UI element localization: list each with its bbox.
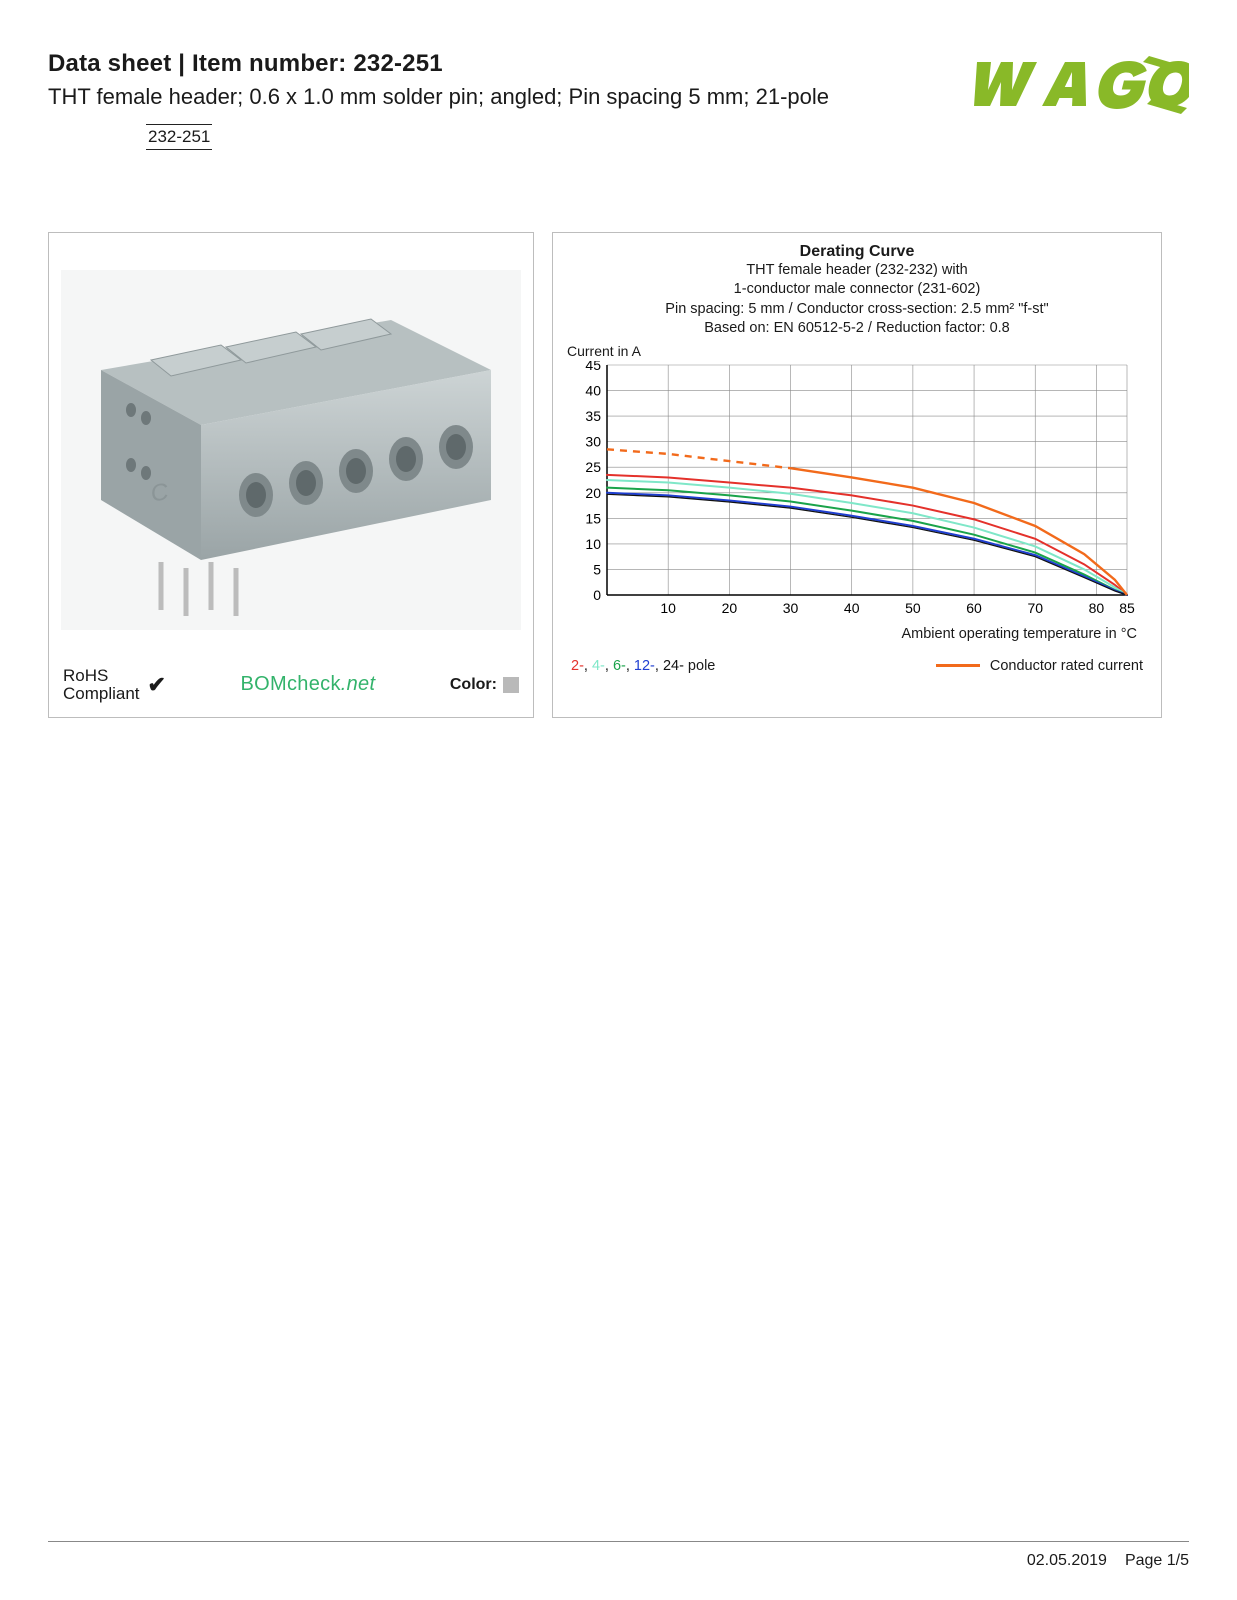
derating-chart-panel: Derating Curve THT female header (232-23…	[552, 232, 1162, 718]
derating-chart: 0 5 10 15 20 25 30 35 40 45 10 20 30 40 50 60 70 80 85	[567, 361, 1137, 619]
header: Data sheet | Item number: 232-251 THT fe…	[48, 50, 1189, 150]
panels-row: C RoHS Compliant ✔ BOMcheck.net Color:	[48, 232, 1189, 718]
header-text-block: Data sheet | Item number: 232-251 THT fe…	[48, 50, 829, 150]
chart-sub2: 1-conductor male connector (231-602)	[567, 280, 1147, 300]
legend-pole-24: 24-	[663, 658, 684, 674]
legend-pole-12: 12-	[634, 658, 655, 674]
svg-text:40: 40	[844, 600, 860, 616]
bomcheck-suffix: .net	[341, 673, 376, 695]
legend-pole-4: 4-	[592, 658, 605, 674]
item-number-pill: 232-251	[146, 124, 212, 150]
check-icon: ✔	[148, 672, 166, 698]
svg-text:10: 10	[660, 600, 676, 616]
y-axis-title: Current in A	[567, 343, 641, 359]
rated-current-line-icon	[936, 664, 980, 667]
svg-text:30: 30	[783, 600, 799, 616]
svg-text:10: 10	[585, 536, 601, 552]
svg-text:40: 40	[585, 382, 601, 398]
chart-sub4: Based on: EN 60512-5-2 / Reduction facto…	[567, 319, 1147, 339]
item-number-value: 232-251	[353, 50, 442, 77]
footer-page: Page 1/5	[1125, 1552, 1189, 1570]
rohs-compliant-badge: RoHS Compliant ✔	[63, 667, 166, 703]
svg-text:80: 80	[1089, 600, 1105, 616]
product-subtitle: THT female header; 0.6 x 1.0 mm solder p…	[48, 82, 829, 112]
product-image: C	[49, 233, 533, 667]
svg-text:20: 20	[722, 600, 738, 616]
page-footer: 02.05.2019 Page 1/5	[1027, 1552, 1189, 1570]
item-number-label: Item number:	[192, 50, 346, 77]
chart-title: Derating Curve	[567, 243, 1147, 261]
color-label-text: Color:	[450, 676, 497, 694]
svg-text:30: 30	[585, 434, 601, 450]
rohs-line1: RoHS	[63, 667, 140, 685]
datasheet-label: Data sheet	[48, 50, 171, 77]
rohs-text: RoHS Compliant	[63, 667, 140, 703]
bomcheck-main: BOMcheck	[241, 673, 341, 695]
title-separator: |	[171, 50, 192, 77]
legend-pole-suffix: pole	[684, 658, 715, 674]
chart-sub1: THT female header (232-232) with	[567, 261, 1147, 281]
svg-text:20: 20	[585, 485, 601, 501]
product-image-panel: C RoHS Compliant ✔ BOMcheck.net Color:	[48, 232, 534, 718]
svg-text:50: 50	[905, 600, 921, 616]
legend-rated: Conductor rated current	[936, 658, 1143, 674]
footer-date: 02.05.2019	[1027, 1552, 1107, 1570]
svg-text:85: 85	[1119, 600, 1135, 616]
legend-pole-2: 2-	[571, 658, 584, 674]
chart-legend: 2-, 4-, 6-, 12-, 24- pole Conductor rate…	[567, 658, 1147, 674]
bomcheck-logo: BOMcheck.net	[241, 673, 376, 696]
svg-text:0: 0	[593, 587, 601, 603]
datasheet-page: Data sheet | Item number: 232-251 THT fe…	[0, 0, 1237, 1600]
chart-sub3: Pin spacing: 5 mm / Conductor cross-sect…	[567, 300, 1147, 320]
x-axis-title: Ambient operating temperature in °C	[567, 626, 1147, 642]
legend-pole-6: 6-	[613, 658, 626, 674]
color-indicator: Color:	[450, 676, 519, 694]
footer-rule	[48, 1541, 1189, 1542]
wago-logo	[959, 50, 1189, 121]
legend-poles: 2-, 4-, 6-, 12-, 24- pole	[571, 658, 715, 674]
svg-text:35: 35	[585, 408, 601, 424]
color-swatch	[503, 677, 519, 693]
svg-text:5: 5	[593, 561, 601, 577]
product-panel-footer: RoHS Compliant ✔ BOMcheck.net Color:	[49, 667, 533, 717]
title-line: Data sheet | Item number: 232-251	[48, 50, 829, 78]
svg-text:25: 25	[585, 459, 601, 475]
svg-text:70: 70	[1027, 600, 1043, 616]
svg-text:45: 45	[585, 361, 601, 373]
rohs-line2: Compliant	[63, 685, 140, 703]
svg-text:C: C	[151, 478, 168, 507]
svg-text:60: 60	[966, 600, 982, 616]
rated-current-label: Conductor rated current	[990, 658, 1143, 674]
chart-area: Current in A 0 5 10 15 20 25 30 35 40 45 10 20 30 40 5…	[567, 345, 1147, 642]
svg-text:15: 15	[585, 510, 601, 526]
